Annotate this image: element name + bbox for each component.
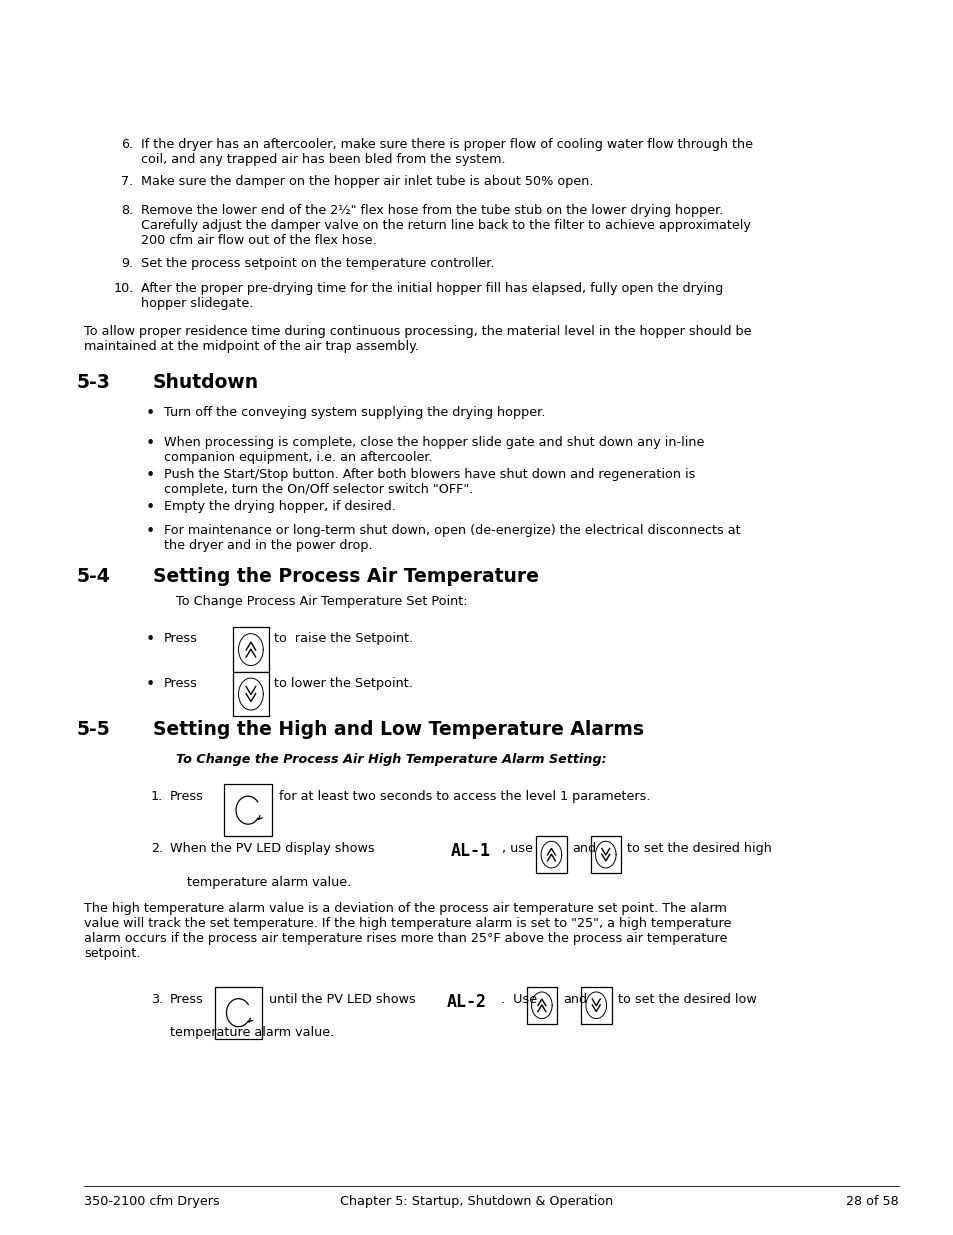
Text: Turn off the conveying system supplying the drying hopper.: Turn off the conveying system supplying … bbox=[164, 406, 545, 420]
Bar bbox=[580, 987, 611, 1024]
Text: If the dryer has an aftercooler, make sure there is proper flow of cooling water: If the dryer has an aftercooler, make su… bbox=[141, 138, 753, 167]
Text: AL-1: AL-1 bbox=[450, 842, 490, 860]
Bar bbox=[224, 784, 272, 836]
Text: •: • bbox=[146, 436, 155, 451]
Text: to  raise the Setpoint.: to raise the Setpoint. bbox=[274, 632, 413, 646]
Text: Press: Press bbox=[170, 790, 204, 804]
Text: Set the process setpoint on the temperature controller.: Set the process setpoint on the temperat… bbox=[141, 257, 495, 270]
Text: Press: Press bbox=[170, 993, 204, 1007]
Text: 5-5: 5-5 bbox=[76, 720, 110, 739]
Text: After the proper pre-drying time for the initial hopper fill has elapsed, fully : After the proper pre-drying time for the… bbox=[141, 282, 722, 310]
Text: and: and bbox=[572, 842, 596, 856]
Text: 8.: 8. bbox=[121, 204, 133, 217]
Text: 10.: 10. bbox=[113, 282, 133, 295]
Text: •: • bbox=[146, 677, 155, 692]
Text: Setting the High and Low Temperature Alarms: Setting the High and Low Temperature Ala… bbox=[152, 720, 643, 739]
Bar bbox=[526, 987, 557, 1024]
Text: Make sure the damper on the hopper air inlet tube is about 50% open.: Make sure the damper on the hopper air i… bbox=[141, 175, 593, 189]
Text: temperature alarm value.: temperature alarm value. bbox=[170, 1026, 334, 1040]
Text: 28 of 58: 28 of 58 bbox=[845, 1194, 898, 1208]
Text: Setting the Process Air Temperature: Setting the Process Air Temperature bbox=[152, 567, 538, 585]
Text: 6.: 6. bbox=[121, 138, 133, 152]
Text: to set the desired low: to set the desired low bbox=[618, 993, 756, 1007]
Text: until the PV LED shows: until the PV LED shows bbox=[269, 993, 416, 1007]
Text: When the PV LED display shows: When the PV LED display shows bbox=[170, 842, 374, 856]
Text: temperature alarm value.: temperature alarm value. bbox=[187, 876, 351, 889]
Text: Chapter 5: Startup, Shutdown & Operation: Chapter 5: Startup, Shutdown & Operation bbox=[340, 1194, 613, 1208]
Text: AL-2: AL-2 bbox=[446, 993, 486, 1010]
Bar bbox=[590, 836, 620, 873]
Text: •: • bbox=[146, 524, 155, 538]
Text: 7.: 7. bbox=[121, 175, 133, 189]
Text: Push the Start/Stop button. After both blowers have shut down and regeneration i: Push the Start/Stop button. After both b… bbox=[164, 468, 695, 496]
Text: for at least two seconds to access the level 1 parameters.: for at least two seconds to access the l… bbox=[278, 790, 649, 804]
Text: .  Use: . Use bbox=[500, 993, 537, 1007]
Text: Empty the drying hopper, if desired.: Empty the drying hopper, if desired. bbox=[164, 500, 395, 514]
Text: to set the desired high: to set the desired high bbox=[626, 842, 771, 856]
Text: 5-4: 5-4 bbox=[76, 567, 110, 585]
Text: 9.: 9. bbox=[121, 257, 133, 270]
Text: •: • bbox=[146, 406, 155, 421]
Text: To allow proper residence time during continuous processing, the material level : To allow proper residence time during co… bbox=[84, 325, 751, 353]
Text: For maintenance or long-term shut down, open (de-energize) the electrical discon: For maintenance or long-term shut down, … bbox=[164, 524, 740, 552]
Text: To Change the Process Air High Temperature Alarm Setting:: To Change the Process Air High Temperatu… bbox=[176, 753, 607, 767]
Text: 3.: 3. bbox=[151, 993, 163, 1007]
Text: and: and bbox=[562, 993, 586, 1007]
Text: 5-3: 5-3 bbox=[76, 373, 111, 391]
Text: Remove the lower end of the 2½" flex hose from the tube stub on the lower drying: Remove the lower end of the 2½" flex hos… bbox=[141, 204, 750, 247]
Text: to lower the Setpoint.: to lower the Setpoint. bbox=[274, 677, 413, 690]
Text: The high temperature alarm value is a deviation of the process air temperature s: The high temperature alarm value is a de… bbox=[84, 902, 731, 960]
Text: •: • bbox=[146, 632, 155, 647]
Bar bbox=[214, 987, 262, 1039]
Text: 2.: 2. bbox=[151, 842, 163, 856]
Text: Shutdown: Shutdown bbox=[152, 373, 258, 391]
Bar bbox=[233, 627, 269, 672]
Text: 350-2100 cfm Dryers: 350-2100 cfm Dryers bbox=[84, 1194, 219, 1208]
Bar bbox=[233, 672, 269, 716]
Text: When processing is complete, close the hopper slide gate and shut down any in-li: When processing is complete, close the h… bbox=[164, 436, 703, 464]
Text: To Change Process Air Temperature Set Point:: To Change Process Air Temperature Set Po… bbox=[176, 595, 468, 609]
Text: Press: Press bbox=[164, 677, 198, 690]
Text: •: • bbox=[146, 500, 155, 515]
Text: 1.: 1. bbox=[151, 790, 163, 804]
Text: Press: Press bbox=[164, 632, 198, 646]
Bar bbox=[536, 836, 566, 873]
Text: •: • bbox=[146, 468, 155, 483]
Text: , use: , use bbox=[501, 842, 532, 856]
